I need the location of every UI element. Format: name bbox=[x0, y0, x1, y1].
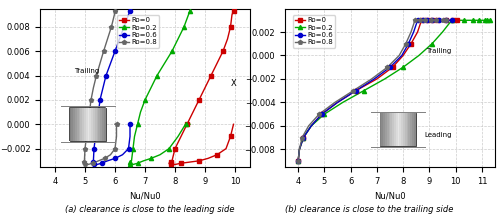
Bar bbox=[380, 113, 382, 146]
Bar bbox=[396, 113, 398, 146]
X-axis label: Nu/Nu0: Nu/Nu0 bbox=[129, 191, 161, 200]
Text: Leading: Leading bbox=[424, 132, 452, 138]
Bar bbox=[76, 108, 78, 141]
Bar bbox=[70, 108, 106, 141]
Bar bbox=[404, 113, 406, 146]
Text: Trailing: Trailing bbox=[426, 48, 451, 54]
Bar bbox=[94, 108, 96, 141]
Bar bbox=[408, 113, 410, 146]
Bar bbox=[75, 108, 76, 141]
Bar bbox=[82, 108, 84, 141]
Bar bbox=[90, 108, 91, 141]
Text: (a) clearance is close to the leading side: (a) clearance is close to the leading si… bbox=[65, 205, 234, 214]
Bar bbox=[102, 108, 104, 141]
Bar bbox=[382, 113, 383, 146]
X-axis label: Nu/Nu0: Nu/Nu0 bbox=[374, 191, 406, 200]
Bar bbox=[72, 108, 73, 141]
Bar bbox=[104, 108, 106, 141]
Bar bbox=[84, 108, 86, 141]
Bar bbox=[394, 113, 396, 146]
Bar bbox=[385, 113, 386, 146]
Text: Trailing: Trailing bbox=[74, 68, 99, 74]
Bar bbox=[383, 113, 385, 146]
Bar bbox=[100, 108, 102, 141]
Bar bbox=[414, 113, 416, 146]
Bar bbox=[73, 108, 75, 141]
Bar bbox=[380, 113, 416, 146]
FancyBboxPatch shape bbox=[70, 108, 106, 141]
Bar bbox=[390, 113, 392, 146]
Bar bbox=[386, 113, 388, 146]
Legend: Ro=0, Ro=0.2, Ro=0.6, Ro=0.8: Ro=0, Ro=0.2, Ro=0.6, Ro=0.8 bbox=[117, 15, 160, 48]
Bar bbox=[406, 113, 408, 146]
Bar bbox=[412, 113, 414, 146]
Bar bbox=[388, 113, 390, 146]
Bar bbox=[400, 113, 401, 146]
Bar bbox=[403, 113, 404, 146]
Bar bbox=[70, 108, 71, 141]
Bar bbox=[98, 108, 100, 141]
Bar bbox=[398, 113, 400, 146]
Bar bbox=[80, 108, 82, 141]
Bar bbox=[86, 108, 87, 141]
Text: Leading: Leading bbox=[72, 133, 100, 139]
Legend: Ro=0, Ro=0.2, Ro=0.6, Ro=0.8: Ro=0, Ro=0.2, Ro=0.6, Ro=0.8 bbox=[292, 15, 335, 48]
Bar bbox=[392, 113, 394, 146]
Bar bbox=[88, 108, 90, 141]
Bar bbox=[96, 108, 98, 141]
Bar bbox=[410, 113, 412, 146]
Bar bbox=[91, 108, 93, 141]
Text: (b) clearance is close to the trailing side: (b) clearance is close to the trailing s… bbox=[285, 205, 454, 214]
Bar bbox=[401, 113, 403, 146]
Y-axis label: X: X bbox=[230, 79, 236, 88]
Bar bbox=[78, 108, 80, 141]
Bar bbox=[93, 108, 94, 141]
